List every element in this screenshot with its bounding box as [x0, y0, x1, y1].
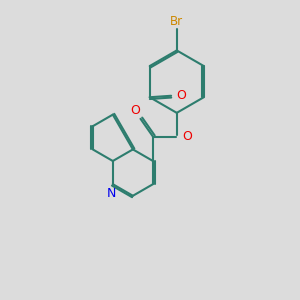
Text: O: O — [176, 89, 186, 102]
Text: O: O — [182, 130, 192, 143]
Text: N: N — [106, 187, 116, 200]
Text: Br: Br — [170, 14, 183, 28]
Text: O: O — [130, 104, 140, 117]
